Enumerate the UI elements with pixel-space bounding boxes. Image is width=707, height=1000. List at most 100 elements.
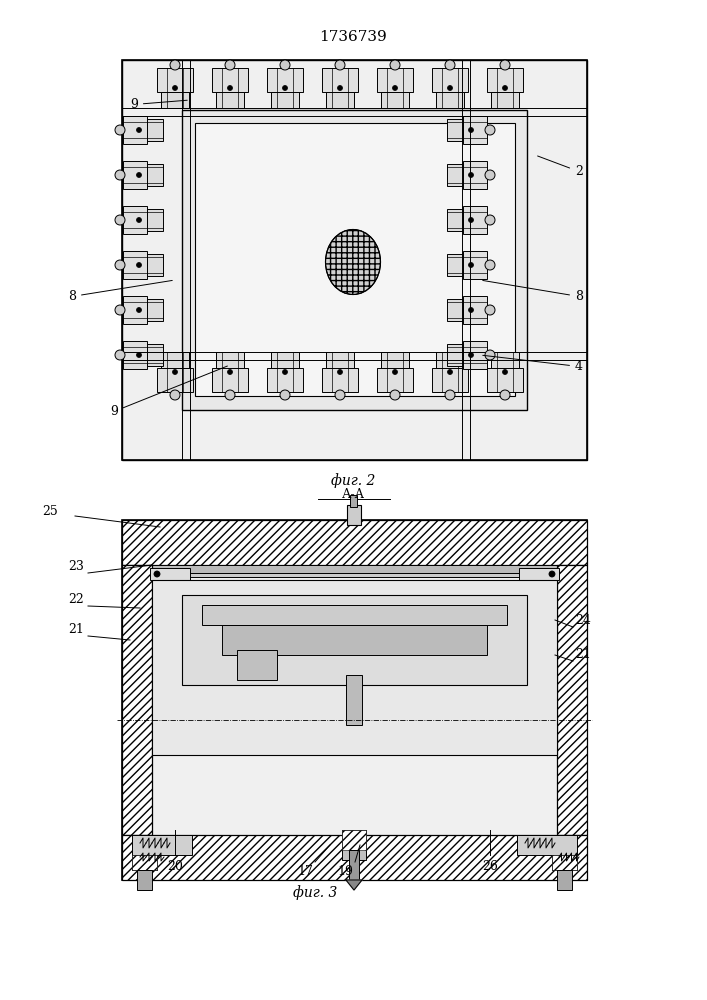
Bar (322, 68, 358, 92)
Circle shape (485, 350, 495, 360)
Bar (447, 344, 463, 366)
Bar (147, 119, 163, 141)
Bar (432, 68, 468, 92)
Circle shape (115, 170, 125, 180)
Bar (271, 352, 299, 368)
Circle shape (469, 218, 474, 223)
Ellipse shape (325, 230, 380, 294)
Bar (552, 855, 577, 870)
Text: 9: 9 (130, 98, 187, 111)
Text: А-А: А-А (341, 488, 365, 501)
Text: 25: 25 (42, 505, 58, 518)
Bar (150, 568, 190, 580)
Bar (377, 368, 413, 392)
Bar (447, 119, 463, 141)
Bar (130, 573, 579, 577)
Bar (132, 855, 157, 870)
Circle shape (136, 172, 141, 178)
Text: 9: 9 (110, 366, 228, 418)
Bar (132, 855, 157, 870)
Circle shape (469, 262, 474, 267)
Circle shape (390, 390, 400, 400)
Bar (123, 251, 147, 279)
Bar (152, 580, 557, 755)
Bar (202, 605, 507, 625)
Bar (122, 520, 587, 880)
Bar (557, 870, 572, 890)
Bar (447, 164, 463, 186)
Circle shape (283, 86, 288, 91)
Bar (347, 505, 361, 525)
Circle shape (115, 215, 125, 225)
Bar (432, 368, 468, 392)
Circle shape (390, 60, 400, 70)
Bar (130, 565, 579, 573)
Circle shape (280, 390, 290, 400)
Bar (322, 368, 358, 392)
Circle shape (173, 369, 177, 374)
Circle shape (485, 215, 495, 225)
Bar (267, 368, 303, 392)
Bar (557, 565, 587, 835)
Circle shape (445, 60, 455, 70)
Circle shape (485, 125, 495, 135)
Text: 24: 24 (575, 614, 591, 627)
Bar (491, 352, 519, 368)
Bar (557, 565, 587, 835)
Text: фиг. 2: фиг. 2 (331, 473, 375, 488)
Circle shape (392, 86, 397, 91)
Text: 22: 22 (68, 593, 83, 606)
Circle shape (337, 86, 342, 91)
Bar (161, 92, 189, 108)
Bar (182, 110, 527, 410)
Circle shape (469, 308, 474, 312)
Bar (487, 68, 523, 92)
Bar (326, 92, 354, 108)
Text: 17: 17 (297, 865, 313, 878)
Circle shape (225, 60, 235, 70)
Bar (342, 830, 366, 860)
Bar (237, 650, 277, 680)
Text: 19: 19 (337, 865, 353, 878)
Bar (487, 368, 523, 392)
Bar (349, 850, 359, 880)
Circle shape (485, 305, 495, 315)
Circle shape (225, 390, 235, 400)
Circle shape (335, 390, 345, 400)
Bar (147, 209, 163, 231)
Circle shape (170, 390, 180, 400)
Bar (147, 254, 163, 276)
Bar (212, 68, 248, 92)
Bar (123, 116, 147, 144)
Bar (147, 299, 163, 321)
Text: 21: 21 (68, 623, 84, 636)
Circle shape (228, 86, 233, 91)
Bar (491, 92, 519, 108)
Circle shape (500, 60, 510, 70)
Bar (377, 68, 413, 92)
Circle shape (115, 350, 125, 360)
Bar (447, 209, 463, 231)
Bar (123, 341, 147, 369)
Bar (342, 830, 366, 850)
Circle shape (500, 390, 510, 400)
Circle shape (280, 60, 290, 70)
Bar (123, 296, 147, 324)
Circle shape (173, 86, 177, 91)
Bar (216, 352, 244, 368)
Bar (271, 92, 299, 108)
Bar (463, 341, 487, 369)
Text: 8: 8 (68, 280, 173, 303)
Bar (436, 352, 464, 368)
Circle shape (469, 127, 474, 132)
Bar (122, 60, 587, 460)
Circle shape (337, 369, 342, 374)
Bar (463, 161, 487, 189)
Circle shape (170, 60, 180, 70)
Circle shape (228, 369, 233, 374)
Text: 23: 23 (68, 560, 84, 573)
Bar (216, 92, 244, 108)
Bar (122, 60, 587, 460)
Circle shape (469, 172, 474, 178)
Circle shape (469, 353, 474, 358)
